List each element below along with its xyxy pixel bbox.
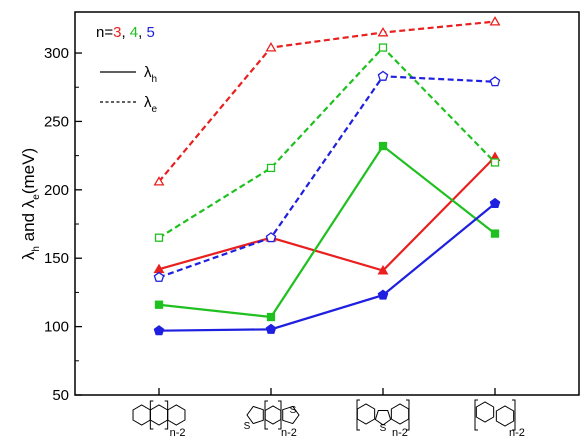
series-line xyxy=(158,144,496,319)
sulfur-label: S xyxy=(380,423,387,434)
y-tick-label: 300 xyxy=(44,45,69,62)
n-legend: n=3, 4, 5 xyxy=(96,24,155,41)
data-point xyxy=(265,42,277,52)
data-point xyxy=(489,76,501,87)
repeat-subscript: n-2 xyxy=(281,427,297,439)
x-tick-structure: n-2 xyxy=(474,399,525,439)
style-legend-label: λh xyxy=(144,64,157,85)
data-point xyxy=(490,158,500,167)
series-line xyxy=(158,20,496,183)
data-point xyxy=(377,27,389,37)
x-axis-ticks xyxy=(158,388,496,395)
y-tick-label: 250 xyxy=(44,113,69,130)
repeat-subscript: n-2 xyxy=(509,427,525,439)
plot-frame xyxy=(74,11,580,396)
data-point xyxy=(153,271,165,282)
series-line xyxy=(158,45,496,239)
series-line xyxy=(158,75,496,279)
sulfur-label: S xyxy=(244,421,251,432)
y-tick-label: 200 xyxy=(44,182,69,199)
repeat-subscript: n-2 xyxy=(392,427,408,439)
data-point xyxy=(154,233,164,242)
x-tick-structure: n-2 xyxy=(132,400,186,439)
y-tick-label: 100 xyxy=(44,319,69,336)
data-point xyxy=(153,176,165,186)
sulfur-label: S xyxy=(290,405,297,416)
data-point xyxy=(377,70,389,81)
series-markers xyxy=(153,16,501,336)
y-axis-label: λh and λe(meV) xyxy=(19,148,42,260)
series-line xyxy=(158,156,496,272)
data-point xyxy=(489,16,501,26)
data-point xyxy=(489,197,501,209)
data-point xyxy=(378,141,388,151)
data-point xyxy=(266,163,276,173)
data-point xyxy=(490,229,500,238)
y-tick-label: 150 xyxy=(44,250,69,267)
data-point xyxy=(378,43,388,52)
style-legend-label: λe xyxy=(144,94,158,115)
x-tick-structure: S Sn-2 xyxy=(244,400,300,439)
data-point xyxy=(265,232,277,243)
data-point xyxy=(265,323,277,334)
style-legend: λh λe xyxy=(100,64,158,115)
y-axis-ticks: 50 100 150 200 250 300 xyxy=(44,45,82,404)
y-tick-label: 50 xyxy=(52,387,69,404)
data-point xyxy=(154,300,164,309)
data-point xyxy=(153,325,165,336)
data-point xyxy=(377,265,389,275)
series-line xyxy=(158,202,496,332)
data-point xyxy=(266,312,276,322)
series-lines xyxy=(158,20,496,332)
repeat-subscript: n-2 xyxy=(170,427,186,439)
data-point xyxy=(377,289,389,300)
